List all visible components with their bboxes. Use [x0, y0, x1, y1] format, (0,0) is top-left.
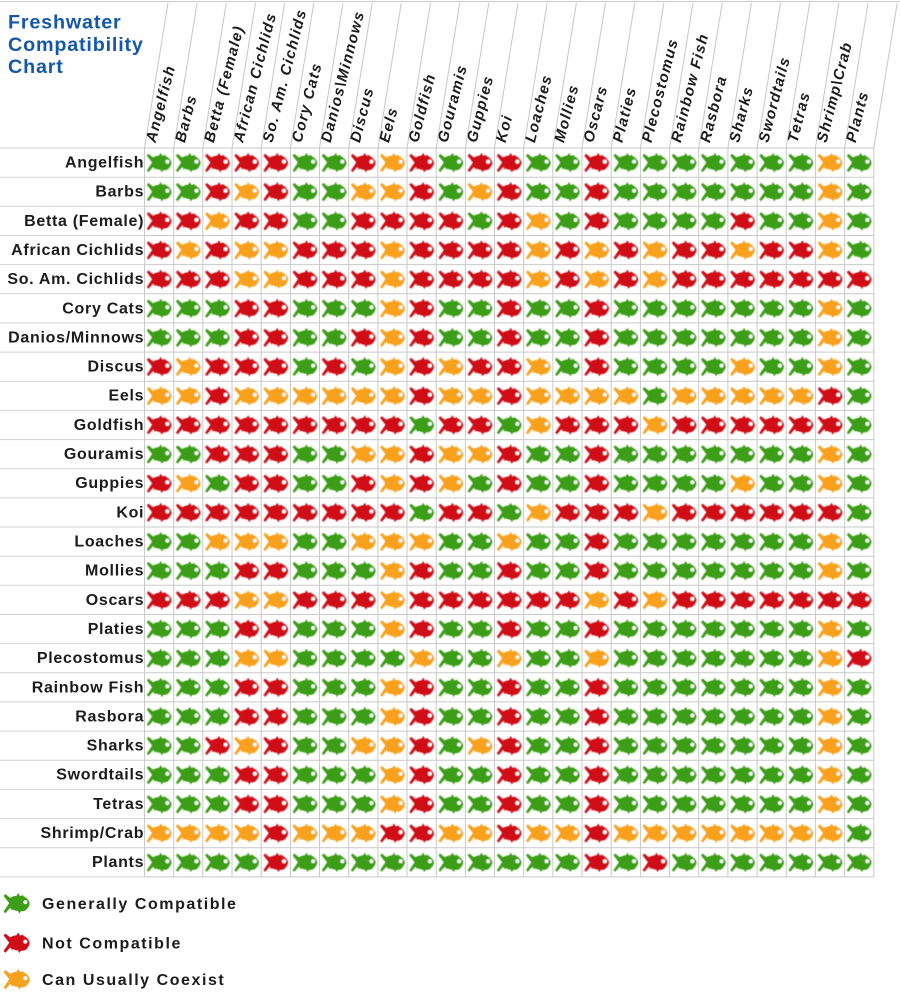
- svg-text:Koi: Koi: [493, 113, 516, 144]
- svg-text:Guppies: Guppies: [75, 475, 144, 492]
- svg-text:Swordtails: Swordtails: [56, 767, 144, 784]
- svg-text:Sharks: Sharks: [87, 738, 145, 755]
- svg-text:Mollies: Mollies: [551, 83, 582, 145]
- svg-text:Compatibility: Compatibility: [8, 34, 144, 56]
- svg-text:Rasbora: Rasbora: [697, 74, 731, 145]
- svg-text:Guppies: Guppies: [464, 74, 498, 144]
- svg-text:Angelfish: Angelfish: [65, 155, 144, 172]
- svg-text:Tetras: Tetras: [93, 796, 144, 813]
- svg-text:Oscars: Oscars: [580, 84, 611, 144]
- svg-text:Loaches: Loaches: [522, 73, 556, 144]
- svg-text:Generally Compatible: Generally Compatible: [42, 896, 238, 913]
- svg-text:Danios/Minnows: Danios/Minnows: [8, 329, 144, 346]
- svg-text:Freshwater: Freshwater: [8, 12, 122, 34]
- svg-text:Can Usually Coexist: Can Usually Coexist: [42, 972, 225, 989]
- svg-text:So. Am. Cichlids: So. Am. Cichlids: [7, 271, 144, 288]
- svg-text:Platies: Platies: [88, 621, 145, 638]
- svg-text:Shrimp/Crab: Shrimp/Crab: [40, 825, 144, 842]
- svg-text:Plecostomus: Plecostomus: [37, 650, 144, 667]
- svg-text:Eels: Eels: [376, 105, 401, 144]
- svg-text:Eels: Eels: [108, 388, 144, 405]
- svg-text:African Cichlids: African Cichlids: [11, 242, 144, 259]
- svg-text:Cory Cats: Cory Cats: [62, 300, 144, 317]
- svg-text:Loaches: Loaches: [74, 534, 144, 551]
- svg-text:Mollies: Mollies: [85, 563, 144, 580]
- svg-text:Not Compatible: Not Compatible: [42, 935, 182, 952]
- svg-text:Platies: Platies: [610, 85, 641, 144]
- svg-text:Oscars: Oscars: [86, 592, 144, 609]
- svg-text:Barbs: Barbs: [95, 184, 144, 201]
- svg-text:Rainbow Fish: Rainbow Fish: [32, 679, 144, 696]
- svg-text:Rasbora: Rasbora: [75, 708, 144, 725]
- svg-text:Tetras: Tetras: [785, 90, 814, 144]
- svg-text:Goldfish: Goldfish: [74, 417, 144, 434]
- svg-text:Sharks: Sharks: [726, 85, 757, 145]
- svg-text:Gouramis: Gouramis: [64, 446, 144, 463]
- svg-text:Chart: Chart: [8, 56, 64, 78]
- svg-text:Plants: Plants: [92, 854, 144, 871]
- svg-text:Discus: Discus: [88, 359, 145, 376]
- svg-text:Koi: Koi: [116, 504, 144, 521]
- svg-text:Plants: Plants: [843, 89, 873, 144]
- svg-text:Barbs: Barbs: [172, 93, 201, 144]
- svg-text:Betta (Female): Betta (Female): [24, 213, 144, 230]
- svg-text:Goldfish: Goldfish: [405, 72, 439, 144]
- svg-text:Discus: Discus: [347, 85, 378, 144]
